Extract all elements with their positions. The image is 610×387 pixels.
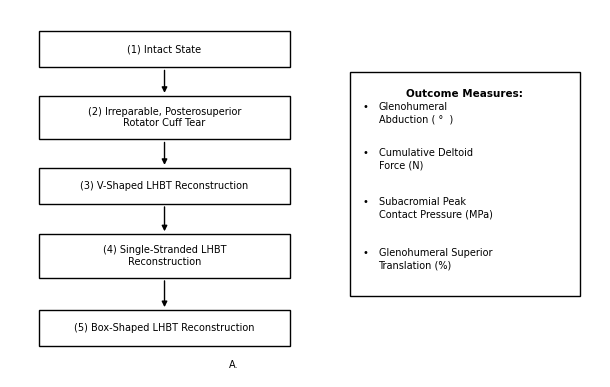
Bar [39,31,290,67]
Bar [39,96,290,139]
Text: Subacromial Peak
Contact Pressure (MPa): Subacromial Peak Contact Pressure (MPa) [379,197,492,220]
Text: Glenohumeral Superior
Translation (%): Glenohumeral Superior Translation (%) [379,248,492,271]
Text: •: • [363,248,369,259]
Text: •: • [363,197,369,207]
Text: (4) Single-Stranded LHBT
Reconstruction: (4) Single-Stranded LHBT Reconstruction [102,245,226,267]
Bar [350,72,580,296]
Bar [39,310,290,346]
Text: (2) Irreparable, Posterosuperior
Rotator Cuff Tear: (2) Irreparable, Posterosuperior Rotator… [88,107,241,128]
Text: •: • [363,103,369,113]
Text: Cumulative Deltoid
Force (N): Cumulative Deltoid Force (N) [379,148,473,170]
Text: •: • [363,148,369,158]
Text: Glenohumeral
Abduction ( °  ): Glenohumeral Abduction ( ° ) [379,103,453,125]
Text: Outcome Measures:: Outcome Measures: [406,89,523,99]
Text: (1) Intact State: (1) Intact State [127,45,201,55]
Bar [39,168,290,204]
Bar [39,234,290,278]
Text: (3) V-Shaped LHBT Reconstruction: (3) V-Shaped LHBT Reconstruction [81,181,249,191]
Text: (5) Box-Shaped LHBT Reconstruction: (5) Box-Shaped LHBT Reconstruction [74,323,255,333]
Text: A.: A. [229,360,238,370]
